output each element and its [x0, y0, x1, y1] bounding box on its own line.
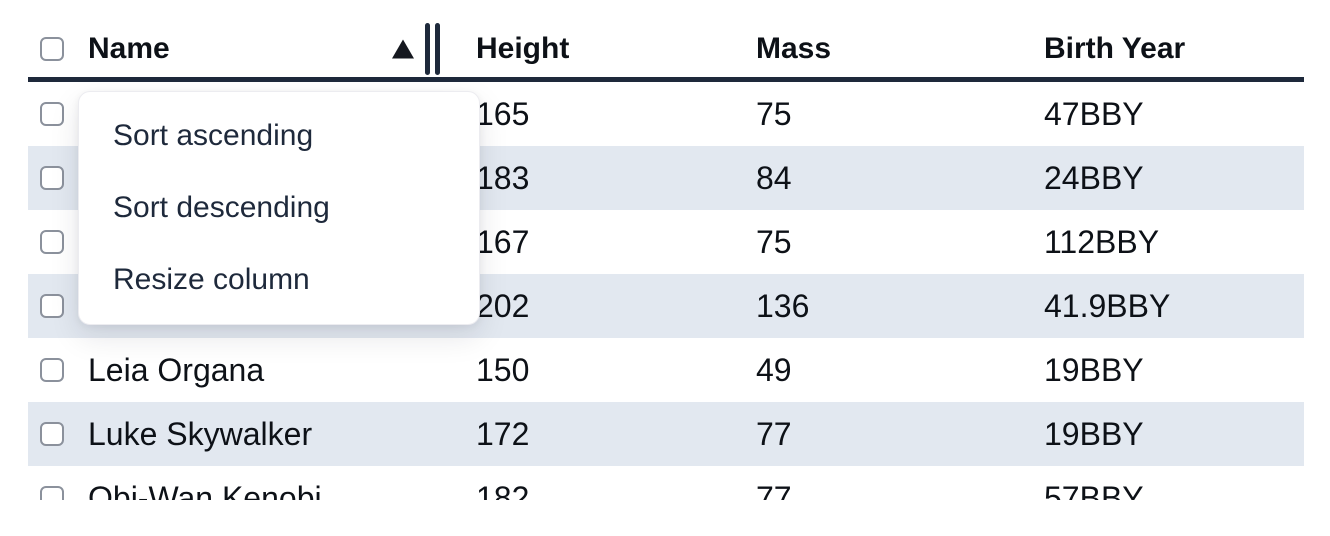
cell-mass: 84 — [756, 159, 792, 196]
menu-item-sort-ascending[interactable]: Sort ascending — [113, 119, 314, 152]
column-header-context-menu: Sort ascending Sort descending Resize colu… — [78, 91, 480, 325]
row-checkbox[interactable] — [40, 422, 64, 446]
row-checkbox[interactable] — [40, 102, 64, 126]
cell-birth-year: 47BBY — [1044, 95, 1144, 132]
column-header-birth-year[interactable]: Birth Year — [1044, 31, 1186, 65]
column-header-name-label: Name — [88, 31, 170, 65]
cell-height: 167 — [476, 223, 530, 260]
cell-mass: 49 — [756, 351, 792, 388]
cell-name: Luke Skywalker — [88, 415, 313, 452]
row-checkbox[interactable] — [40, 486, 64, 500]
row-checkbox[interactable] — [40, 230, 64, 254]
table-header-row: Name Height Mass Birth Year — [28, 0, 1304, 82]
row-checkbox-cell — [28, 486, 76, 500]
column-header-mass[interactable]: Mass — [756, 31, 832, 65]
row-checkbox-cell — [28, 358, 76, 382]
row-checkbox-cell — [28, 294, 76, 318]
cell-birth-year: 112BBY — [1044, 223, 1160, 260]
row-checkbox[interactable] — [40, 294, 64, 318]
row-checkbox-cell — [28, 166, 76, 190]
cell-height: 172 — [476, 415, 530, 452]
cell-mass: 136 — [756, 287, 810, 324]
cell-birth-year: 24BBY — [1044, 159, 1144, 196]
cell-height: 150 — [476, 351, 530, 388]
cell-mass: 75 — [756, 223, 792, 260]
select-all-checkbox[interactable] — [40, 36, 64, 61]
table-row: Luke Skywalker 172 77 19BBY — [28, 402, 1304, 466]
cell-height: 165 — [476, 95, 530, 132]
cell-mass: 77 — [756, 415, 792, 452]
column-resize-handle[interactable] — [425, 22, 440, 75]
cell-name: Leia Organa — [88, 351, 265, 388]
row-checkbox[interactable] — [40, 166, 64, 190]
table-row: Obi-Wan Kenobi 182 77 57BBY — [28, 466, 1304, 500]
cell-mass: 75 — [756, 95, 792, 132]
menu-item-resize-column[interactable]: Resize column — [113, 263, 310, 296]
cell-birth-year: 41.9BBY — [1044, 287, 1171, 324]
cell-height: 202 — [476, 287, 530, 324]
column-header-name[interactable]: Name — [76, 20, 464, 77]
row-checkbox-cell — [28, 230, 76, 254]
menu-item-sort-descending[interactable]: Sort descending — [113, 191, 330, 224]
cell-height: 183 — [476, 159, 530, 196]
cell-mass: 77 — [756, 479, 792, 501]
table-row: Leia Organa 150 49 19BBY — [28, 338, 1304, 402]
column-header-height[interactable]: Height — [476, 31, 570, 65]
cell-birth-year: 19BBY — [1044, 415, 1144, 452]
sort-ascending-icon — [392, 39, 414, 58]
cell-birth-year: 57BBY — [1044, 479, 1144, 501]
row-checkbox[interactable] — [40, 358, 64, 382]
header-checkbox-cell — [28, 36, 76, 61]
row-checkbox-cell — [28, 422, 76, 446]
cell-height: 182 — [476, 479, 530, 501]
cell-name: Obi-Wan Kenobi — [88, 479, 322, 501]
cell-birth-year: 19BBY — [1044, 351, 1144, 388]
row-checkbox-cell — [28, 102, 76, 126]
